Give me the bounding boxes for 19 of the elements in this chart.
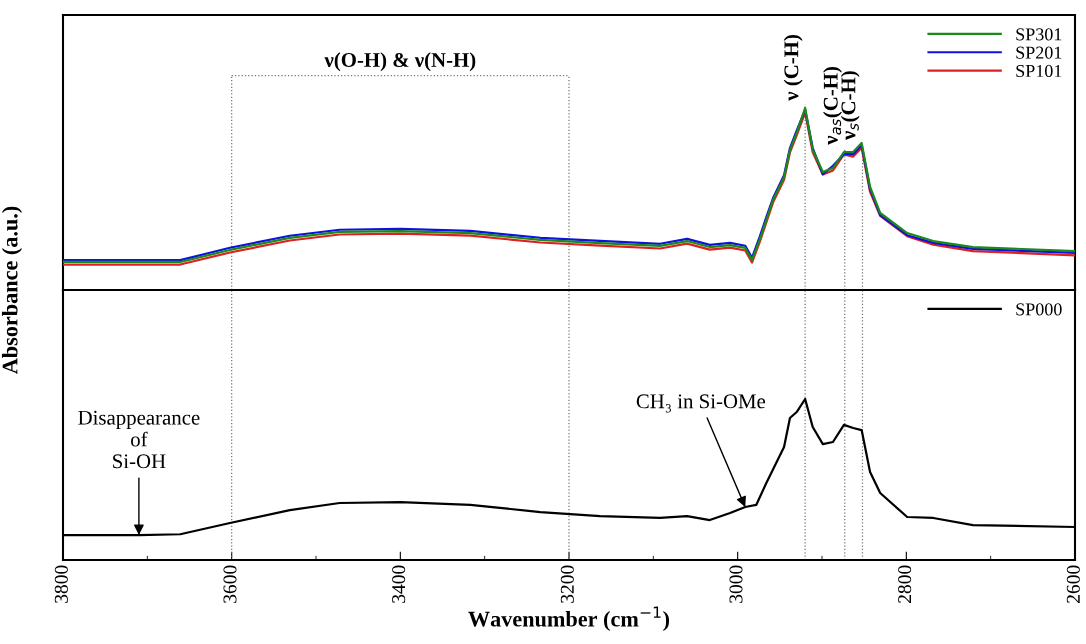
x-tick-label: 3200 <box>560 565 574 603</box>
legend-label: SP201 <box>1016 46 1062 59</box>
annotation: CH₃ in Si-OMe <box>636 394 766 413</box>
x-tick-label: 3000 <box>729 565 743 603</box>
legend-label: SP101 <box>1016 64 1062 78</box>
x-tick-label: 2800 <box>898 565 912 603</box>
legend-label: SP301 <box>1016 28 1062 41</box>
y-axis-title: Absorbance (a.u.) <box>1 206 23 375</box>
legend-label: SP000 <box>1016 303 1062 316</box>
x-axis-title: Wavenumber (cm$^{−1}$) <box>468 606 670 632</box>
text: ν(O-H) & ν(N-H) <box>324 52 476 72</box>
ref-line-label: ν (C-H) <box>783 35 803 101</box>
annotation: Disappearance of Si-OH <box>78 410 200 469</box>
ref-line-label: ν$_{s}$(C-H) <box>840 71 860 141</box>
x-tick-label: 3400 <box>392 565 406 603</box>
ref-line-label: ν$_{as}$(C-H) <box>823 67 842 145</box>
x-tick-label: 3600 <box>223 565 237 603</box>
x-tick-label: 3800 <box>54 565 68 603</box>
x-tick-label: 2600 <box>1066 565 1080 603</box>
